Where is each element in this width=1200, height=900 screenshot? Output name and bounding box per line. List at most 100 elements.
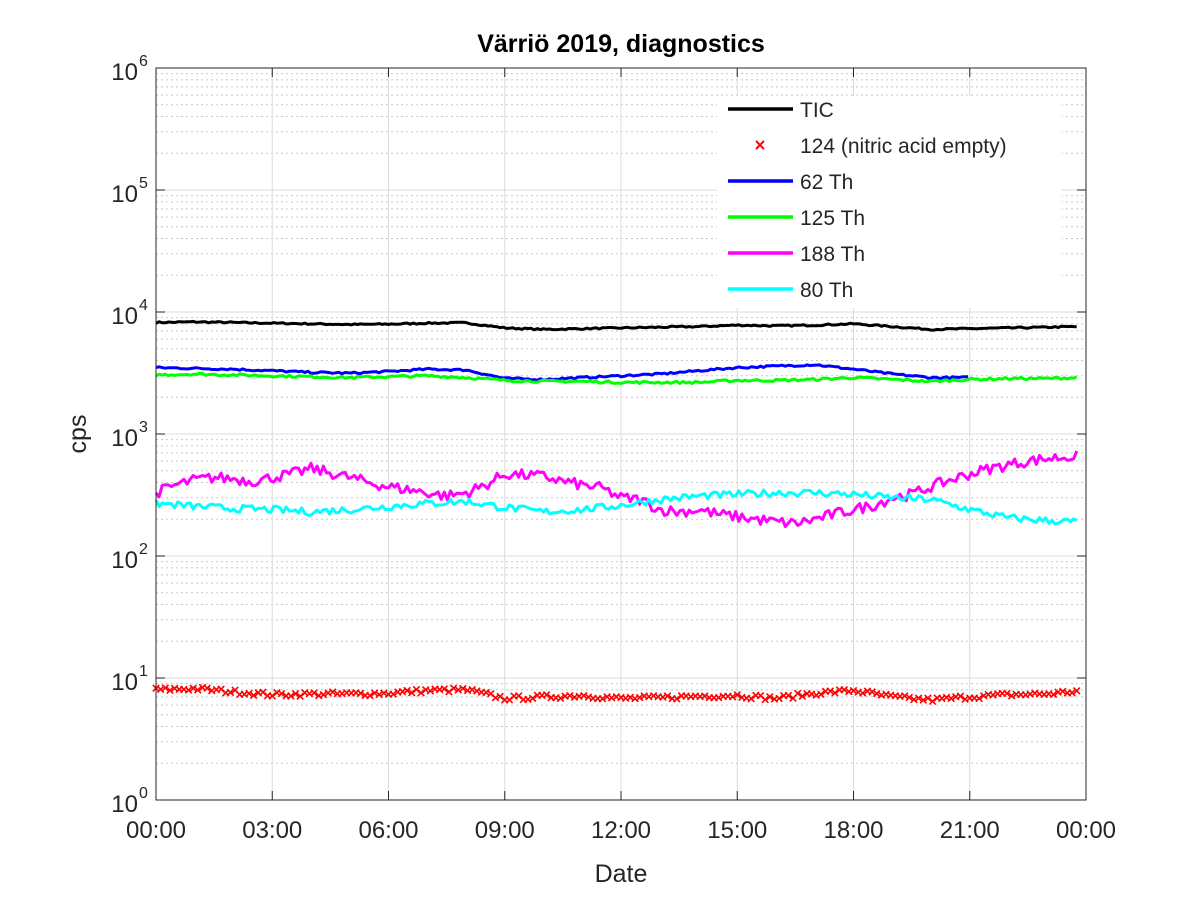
- legend-box: [717, 96, 1062, 308]
- data-marker-124: [919, 696, 928, 704]
- data-marker-124: [975, 694, 983, 703]
- data-marker-124: [366, 691, 374, 700]
- data-marker-124: [673, 695, 681, 703]
- data-marker-124: [194, 686, 202, 694]
- x-tick-label: 00:00: [1056, 817, 1116, 844]
- data-marker-124: [1068, 689, 1076, 697]
- legend-marker-124-nitric-acid-empty-: [755, 140, 765, 150]
- data-marker-124: [407, 688, 416, 697]
- data-marker-124: [1003, 689, 1011, 698]
- series-line-125-th: [155, 371, 1078, 385]
- data-marker-124: [826, 687, 835, 695]
- data-marker-124: [793, 689, 802, 698]
- x-tick-labels: 00:00 03:00 06:00 09:00 12:00 15:00 18:00 21:00…: [126, 817, 1116, 844]
- data-marker-124: [766, 693, 774, 701]
- data-marker-124: [663, 692, 672, 700]
- data-marker-124: [528, 694, 537, 703]
- data-marker-124: [203, 684, 211, 692]
- data-marker-124: [556, 694, 565, 703]
- y-tick-exponent: 1: [139, 663, 148, 680]
- data-marker-124: [291, 689, 300, 698]
- series-line-62-th: [155, 363, 969, 382]
- data-marker-124: [268, 692, 277, 700]
- legend-label-62-th: 62 Th: [800, 171, 853, 194]
- data-marker-124: [310, 689, 318, 697]
- x-tick-label: 18:00: [823, 817, 883, 844]
- data-marker-124: [375, 690, 383, 699]
- series-line-80-th: [154, 488, 1078, 526]
- data-marker-124: [733, 691, 742, 699]
- x-tick-label: 21:00: [940, 817, 1000, 844]
- data-marker-124: [747, 694, 755, 703]
- data-marker-124: [496, 692, 504, 701]
- x-tick-label: 06:00: [358, 817, 418, 844]
- data-marker-124: [356, 689, 365, 698]
- y-tick-label: 10: [111, 669, 138, 696]
- y-tick-exponent: 0: [139, 785, 148, 802]
- data-marker-124: [161, 684, 170, 692]
- data-marker-124: [817, 690, 825, 699]
- data-marker-124: [189, 684, 197, 692]
- axis-ticks: [155, 67, 1087, 801]
- y-tick-label: 10: [111, 425, 138, 452]
- x-tick-label: 03:00: [242, 817, 302, 844]
- legend: TIC 124 (nitric acid empty) 62 Th 125 Th 188…: [717, 96, 1062, 308]
- legend-label-80-th: 80 Th: [800, 279, 853, 302]
- data-marker-124: [566, 691, 574, 700]
- data-marker-124: [449, 684, 458, 692]
- data-marker-124: [1007, 692, 1016, 700]
- data-marker-124: [775, 694, 783, 703]
- data-marker-124: [928, 697, 937, 706]
- series-line-tic: [155, 319, 1077, 332]
- legend-label-125-th: 125 Th: [800, 207, 865, 230]
- y-axis-label: cps: [64, 415, 92, 454]
- data-marker-124: [166, 686, 174, 695]
- y-tick-exponent: 4: [139, 297, 148, 314]
- legend-label-188-th: 188 Th: [800, 243, 865, 266]
- data-marker-124: [840, 686, 848, 694]
- data-marker-124: [905, 693, 914, 702]
- x-tick-label: 12:00: [591, 817, 651, 844]
- data-marker-124: [872, 689, 881, 698]
- data-marker-124: [947, 694, 955, 703]
- x-tick-label: 09:00: [475, 817, 535, 844]
- data-marker-124: [700, 692, 709, 700]
- data-marker-124: [417, 689, 425, 697]
- legend-label-124-nitric-acid-empty-: 124 (nitric acid empty): [800, 135, 1007, 158]
- chart-title: Värriö 2019, diagnostics: [477, 30, 765, 58]
- y-tick-exponent: 6: [139, 53, 148, 70]
- data-marker-124: [328, 688, 337, 696]
- series-line-188-th: [154, 450, 1079, 529]
- data-marker-124: [1049, 690, 1058, 699]
- y-tick-label: 10: [111, 181, 138, 208]
- data-marker-124: [249, 691, 258, 700]
- data-marker-124: [370, 689, 379, 697]
- data-marker-124: [914, 694, 923, 702]
- data-marker-124: [798, 692, 807, 700]
- y-tick-exponent: 2: [139, 541, 148, 558]
- series-124-markers: [152, 683, 1081, 706]
- y-tick-label: 10: [111, 59, 138, 86]
- data-marker-124: [900, 692, 909, 700]
- y-tick-label: 10: [111, 547, 138, 574]
- data-marker-124: [403, 686, 411, 695]
- data-marker-124: [440, 685, 449, 693]
- data-marker-124: [319, 690, 328, 699]
- data-marker-124: [412, 685, 421, 694]
- data-marker-124: [635, 693, 644, 702]
- y-tick-label: 10: [111, 303, 138, 330]
- data-marker-124: [859, 689, 867, 697]
- data-marker-124: [1072, 687, 1081, 695]
- data-marker-124: [245, 689, 253, 698]
- data-marker-124: [868, 688, 876, 696]
- data-marker-124: [831, 689, 839, 697]
- data-marker-124: [156, 685, 165, 694]
- data-marker-124: [226, 688, 235, 697]
- data-marker-124: [542, 691, 551, 699]
- data-marker-124: [598, 695, 607, 703]
- data-marker-124: [184, 686, 193, 694]
- data-marker-124: [924, 694, 932, 702]
- data-marker-124: [728, 693, 737, 701]
